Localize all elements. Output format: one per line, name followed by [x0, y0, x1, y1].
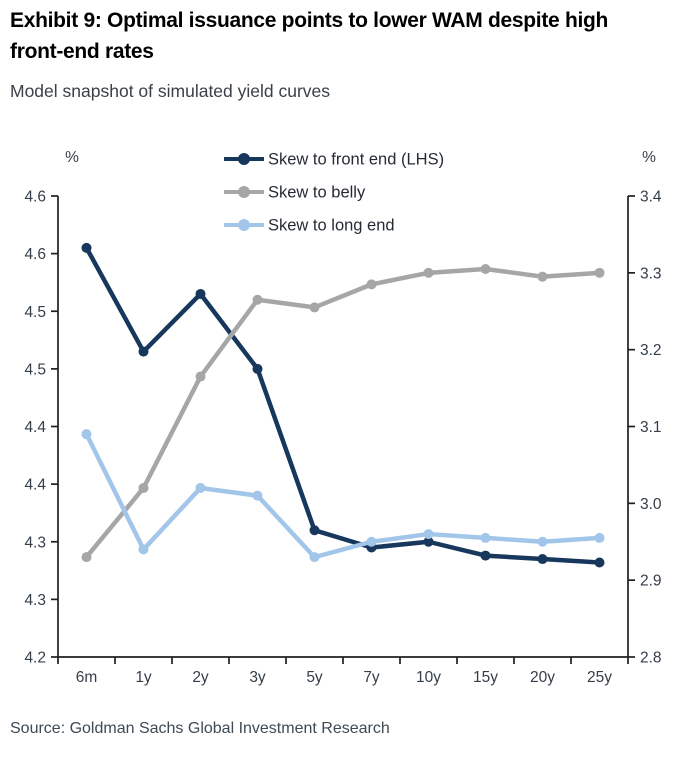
right-axis-tick-label: 3.1	[640, 419, 662, 436]
series-point-marker	[81, 429, 92, 440]
legend-marker-long-end-icon	[238, 219, 250, 231]
series-point-marker	[81, 242, 92, 253]
legend-marker-front-end-icon	[238, 153, 250, 165]
x-axis-category-label: 20y	[530, 669, 555, 686]
series-point-marker	[138, 346, 149, 357]
x-axis-category-label: 1y	[135, 669, 152, 686]
chart-legend: Skew to front end (LHS) Skew to belly Sk…	[224, 151, 444, 235]
series-point-marker	[309, 552, 320, 563]
right-axis-tick-label: 3.0	[640, 496, 662, 513]
x-axis-category-label: 3y	[249, 669, 266, 686]
legend-marker-belly-icon	[238, 186, 250, 198]
right-axis-tick-label: 3.3	[640, 265, 662, 282]
source-note: Source: Goldman Sachs Global Investment …	[10, 720, 390, 737]
series-point-marker	[480, 532, 491, 543]
chart-axes-layer: 4.6 4.6 4.5 4.5 4.4 4.4 4.3 4.3 4.2 3.4 3.3 3.2 3.1 3…	[24, 189, 661, 687]
x-axis-category-label: 7y	[363, 669, 380, 686]
series-point-marker	[537, 271, 548, 282]
left-axis-unit-label: %	[65, 149, 79, 166]
left-axis-tick-label: 4.4	[24, 477, 46, 494]
legend-item-front-end: Skew to front end (LHS)	[224, 151, 444, 169]
series-point-marker	[366, 536, 377, 547]
series-point-marker	[423, 267, 434, 278]
series-point-marker	[594, 532, 605, 543]
left-axis-tick-label: 4.4	[24, 419, 46, 436]
x-axis-category-label: 2y	[192, 669, 209, 686]
exhibit-subtitle: Model snapshot of simulated yield curves	[10, 81, 331, 101]
x-axis-category-label: 6m	[76, 669, 98, 686]
series-point-marker	[138, 544, 149, 555]
series-point-marker	[594, 267, 605, 278]
legend-label-long-end: Skew to long end	[268, 217, 395, 235]
left-axis-tick-label: 4.5	[24, 361, 46, 378]
series-point-marker	[480, 263, 491, 274]
series-line	[84, 266, 600, 559]
x-axis-category-label: 25y	[587, 669, 612, 686]
left-axis-tick-label: 4.3	[24, 592, 46, 609]
x-axis-category-label: 5y	[306, 669, 323, 686]
yield-curve-chart: % % 4.6 4.6 4.5 4.5 4.4 4.4 4.3 4.3 4.2 3.4 3.3 3.2…	[24, 149, 661, 687]
left-axis-tick-label: 4.5	[24, 304, 46, 321]
legend-label-front-end: Skew to front end (LHS)	[268, 151, 444, 169]
series-point-marker	[195, 482, 206, 493]
series-line	[84, 246, 600, 565]
series-point-marker	[138, 482, 149, 493]
series-point-marker	[309, 302, 320, 313]
series-point-marker	[423, 529, 434, 540]
right-axis-tick-label: 3.4	[640, 189, 662, 206]
right-axis-tick-label: 2.8	[640, 650, 662, 667]
right-axis-unit-label: %	[642, 149, 656, 166]
series-point-marker	[195, 371, 206, 382]
series-point-marker	[537, 536, 548, 547]
series-point-marker	[309, 525, 320, 536]
left-axis-tick-label: 4.6	[24, 246, 46, 263]
series-line	[84, 433, 600, 560]
series-point-marker	[366, 279, 377, 290]
series-point-marker	[594, 557, 605, 568]
x-axis-category-label: 10y	[416, 669, 441, 686]
series-point-marker	[423, 536, 434, 547]
exhibit-title: Exhibit 9: Optimal issuance points to lo…	[10, 9, 609, 63]
series-point-marker	[195, 288, 206, 299]
x-axis-category-label: 15y	[473, 669, 498, 686]
series-point-marker	[480, 550, 491, 561]
legend-item-long-end: Skew to long end	[224, 217, 395, 235]
left-axis-tick-label: 4.2	[24, 650, 46, 667]
right-axis-tick-label: 3.2	[640, 342, 662, 359]
legend-label-belly: Skew to belly	[268, 184, 366, 202]
series-point-marker	[252, 363, 263, 374]
series-point-marker	[252, 490, 263, 501]
left-axis-tick-label: 4.3	[24, 534, 46, 551]
series-point-marker	[81, 552, 92, 563]
right-axis-tick-label: 2.9	[640, 573, 662, 590]
chart-series-layer	[81, 242, 605, 568]
series-point-marker	[537, 554, 548, 565]
left-axis-tick-label: 4.6	[24, 189, 46, 206]
legend-item-belly: Skew to belly	[224, 184, 366, 202]
series-point-marker	[252, 294, 263, 305]
